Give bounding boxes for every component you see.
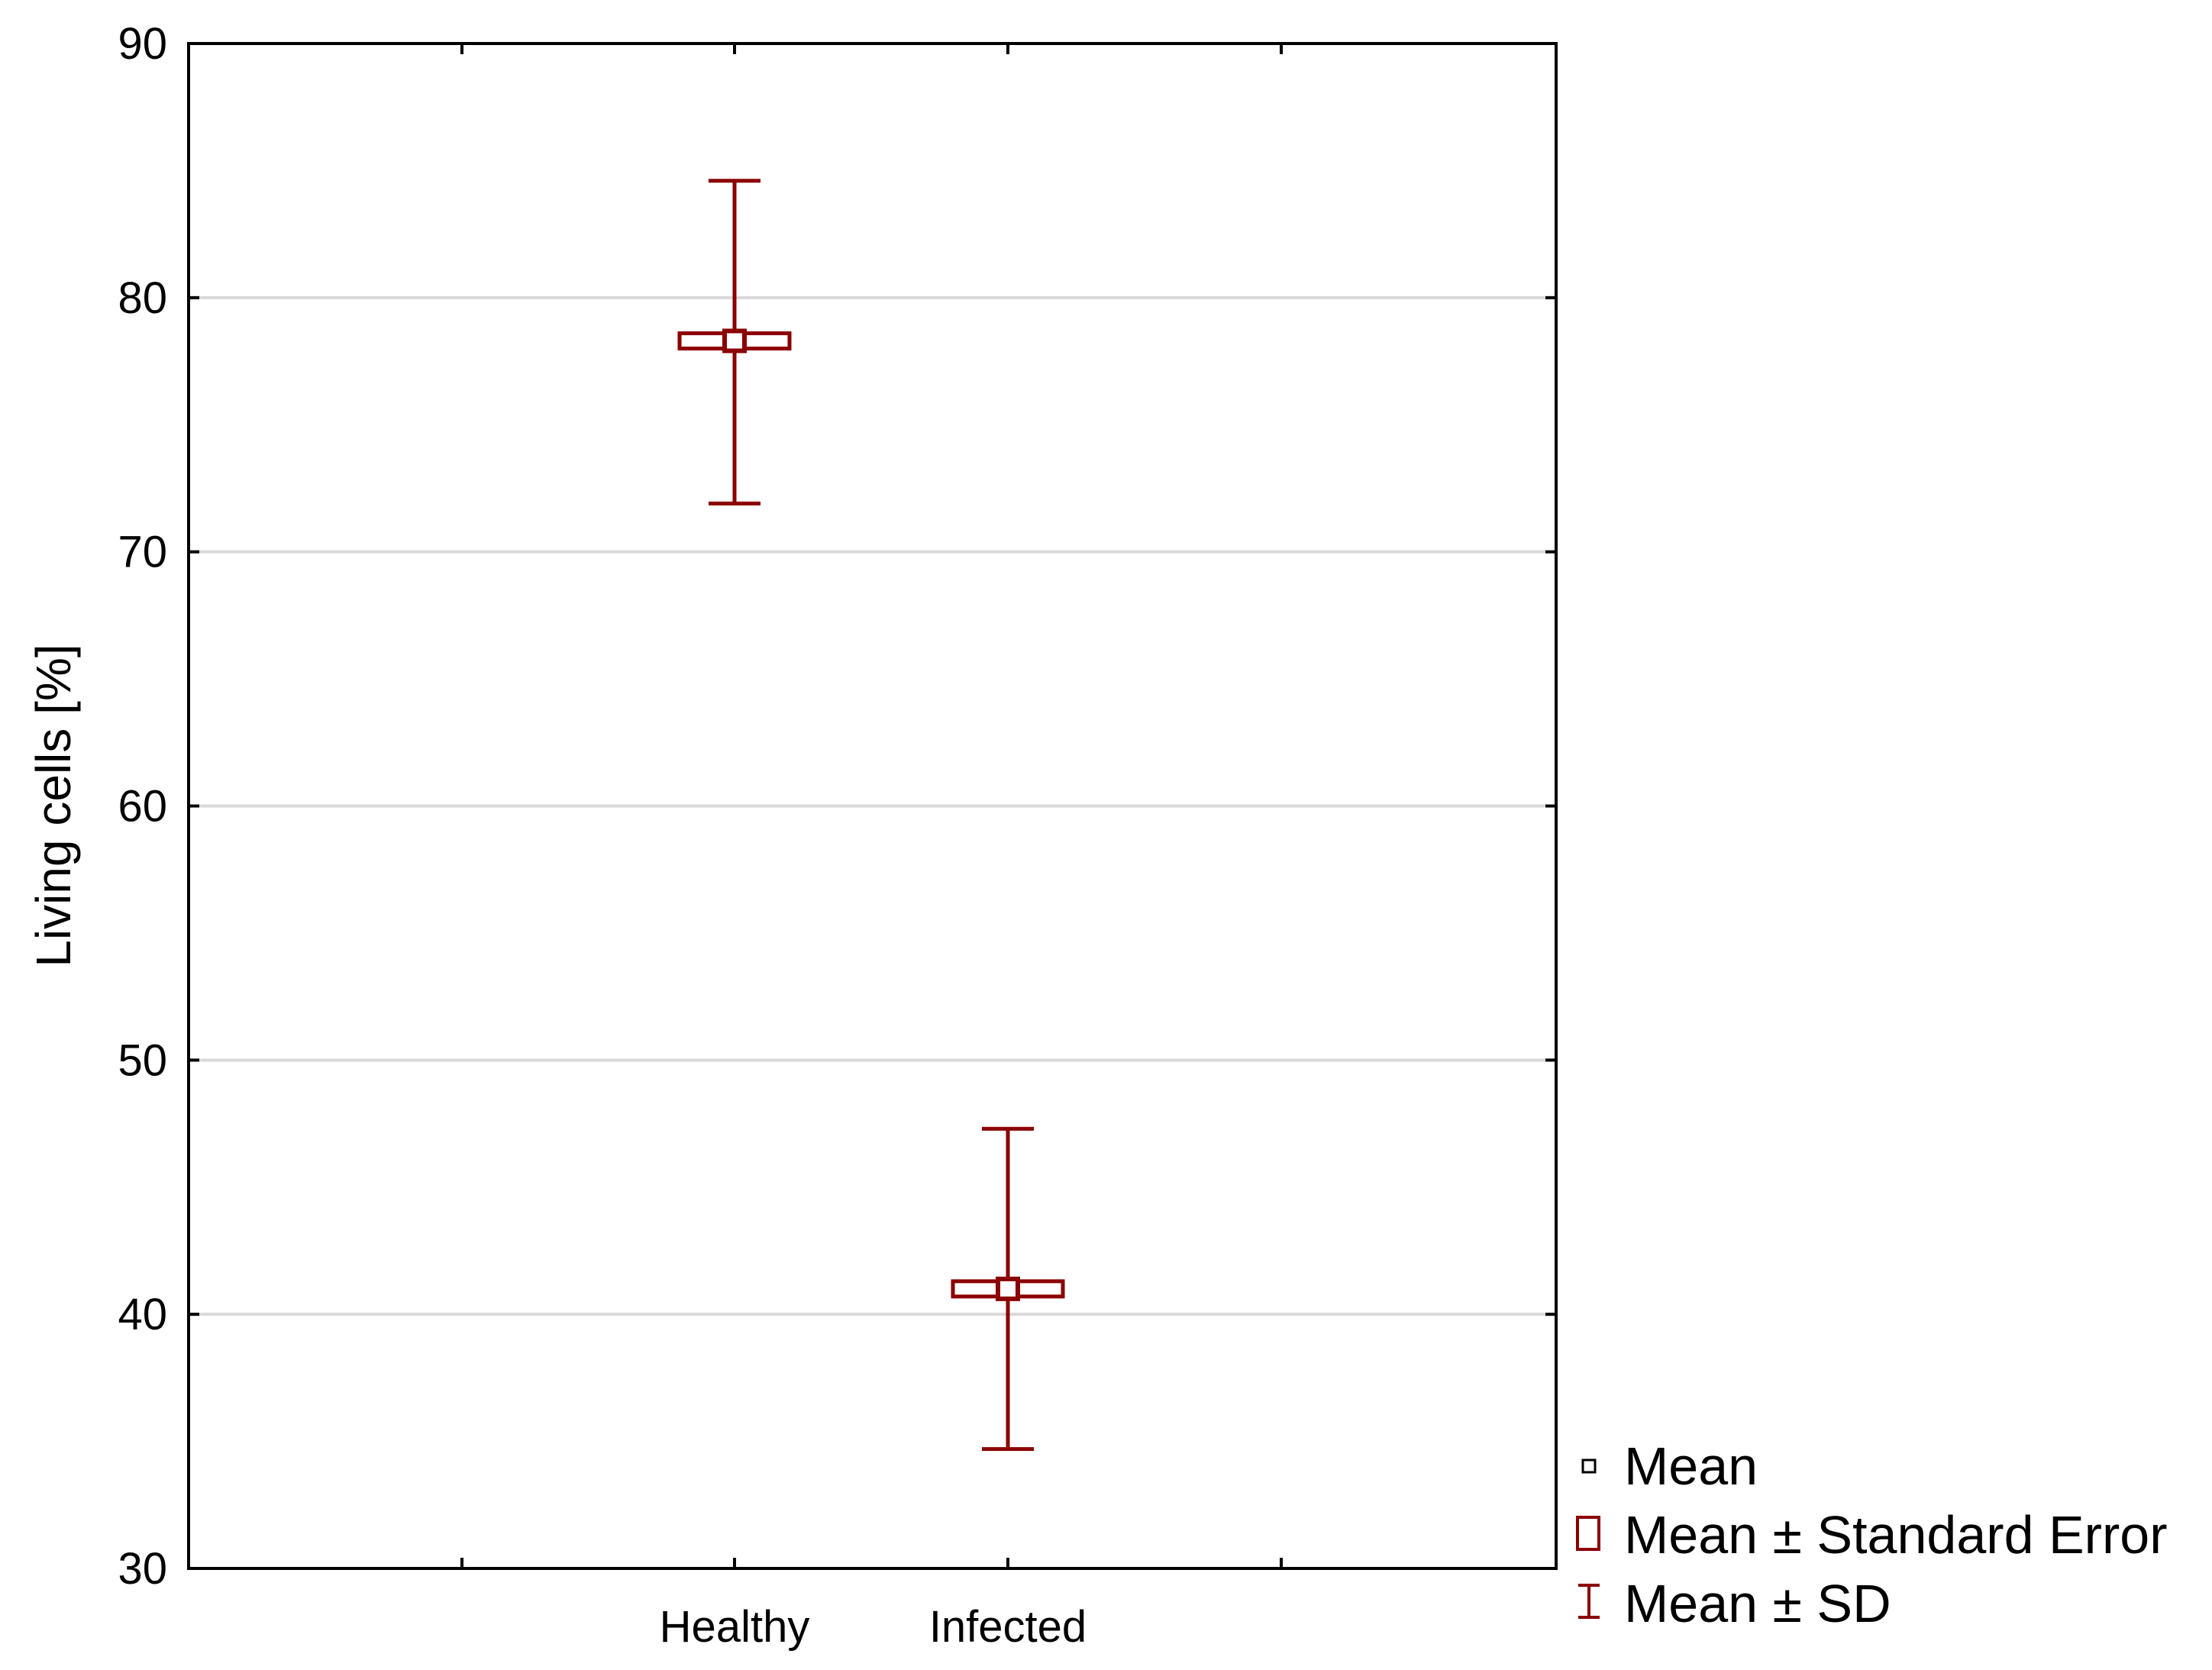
- legend-label-2: Mean ± SD: [1624, 1574, 1891, 1633]
- legend-mean-icon: [1581, 1458, 1597, 1474]
- mean-marker-infected: [996, 1276, 1020, 1301]
- ytick-label-30: 30: [118, 1544, 167, 1594]
- y-axis-title: Living cells [%]: [26, 644, 81, 967]
- group-infected: [951, 1126, 1065, 1452]
- ytick-label-80: 80: [118, 273, 167, 323]
- y-axis-tick-labels: 30 40 50 60 70 80 90: [118, 19, 167, 1594]
- legend-label-0: Mean: [1624, 1436, 1758, 1496]
- ytick-label-60: 60: [118, 782, 167, 832]
- gridlines: [189, 296, 1556, 1316]
- mean-marker-healthy: [722, 328, 747, 354]
- x-axis-tick-labels: Healthy Infected: [660, 1602, 1087, 1652]
- legend-se-icon: [1576, 1516, 1600, 1551]
- data-marks: [677, 179, 1065, 1452]
- group-healthy: [677, 179, 792, 506]
- legend: Mean Mean ± Standard Error Mean ± SD: [1576, 1436, 2168, 1633]
- axis-ticks: [189, 42, 1556, 1570]
- xtick-label-healthy: Healthy: [660, 1602, 810, 1652]
- xtick-label-infected: Infected: [929, 1602, 1087, 1652]
- ytick-label-50: 50: [118, 1035, 167, 1085]
- ytick-label-90: 90: [118, 19, 167, 69]
- legend-label-1: Mean ± Standard Error: [1624, 1505, 2168, 1565]
- ytick-label-40: 40: [118, 1290, 167, 1339]
- ytick-label-70: 70: [118, 528, 167, 577]
